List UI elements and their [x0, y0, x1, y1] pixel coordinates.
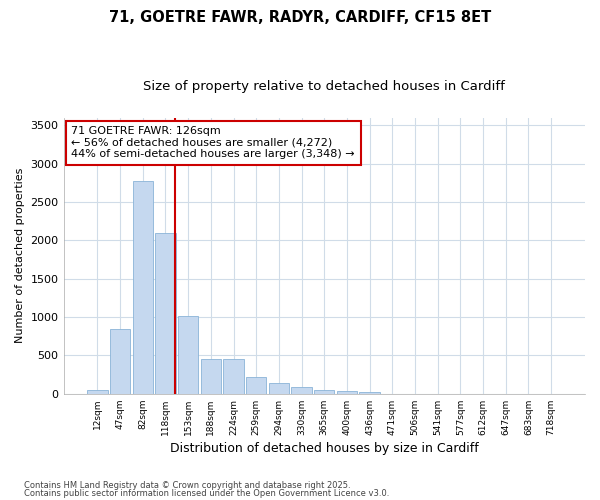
- Bar: [359, 392, 380, 394]
- Bar: [314, 390, 334, 394]
- Text: 71 GOETRE FAWR: 126sqm
← 56% of detached houses are smaller (4,272)
44% of semi-: 71 GOETRE FAWR: 126sqm ← 56% of detached…: [71, 126, 355, 160]
- Bar: [133, 182, 153, 394]
- Bar: [87, 390, 107, 394]
- Bar: [337, 391, 357, 394]
- X-axis label: Distribution of detached houses by size in Cardiff: Distribution of detached houses by size …: [170, 442, 479, 455]
- Text: Contains HM Land Registry data © Crown copyright and database right 2025.: Contains HM Land Registry data © Crown c…: [24, 481, 350, 490]
- Bar: [155, 233, 176, 394]
- Bar: [246, 377, 266, 394]
- Text: Contains public sector information licensed under the Open Government Licence v3: Contains public sector information licen…: [24, 488, 389, 498]
- Bar: [292, 388, 312, 394]
- Title: Size of property relative to detached houses in Cardiff: Size of property relative to detached ho…: [143, 80, 505, 93]
- Bar: [110, 330, 130, 394]
- Bar: [178, 316, 199, 394]
- Bar: [200, 359, 221, 394]
- Bar: [269, 382, 289, 394]
- Text: 71, GOETRE FAWR, RADYR, CARDIFF, CF15 8ET: 71, GOETRE FAWR, RADYR, CARDIFF, CF15 8E…: [109, 10, 491, 25]
- Bar: [223, 359, 244, 394]
- Y-axis label: Number of detached properties: Number of detached properties: [15, 168, 25, 344]
